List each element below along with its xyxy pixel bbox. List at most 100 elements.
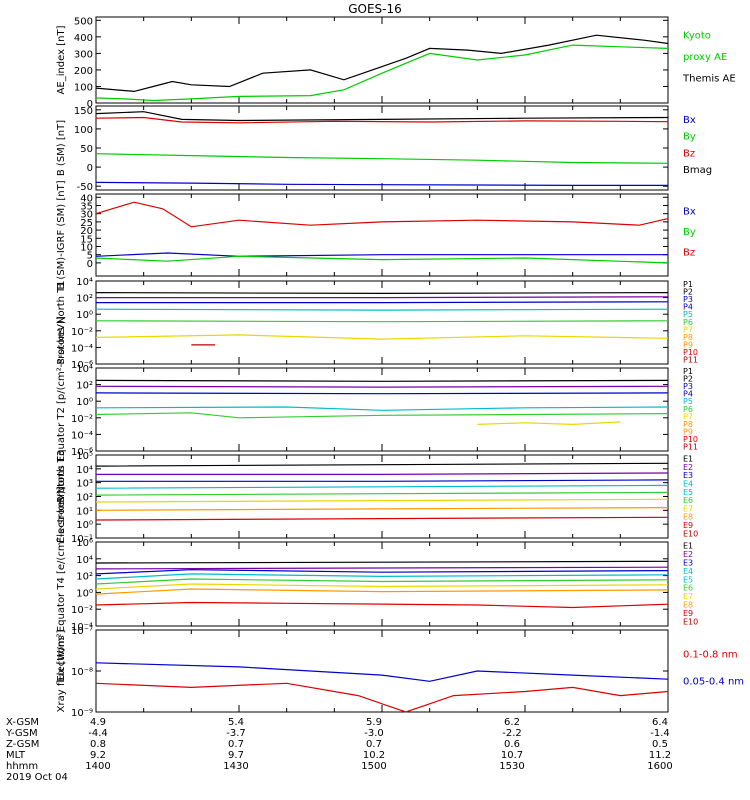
legend-entry: E4 <box>683 567 693 576</box>
y-tick-label: 10² <box>76 381 93 392</box>
time-axis-value: 5.4 <box>228 717 244 728</box>
legend-entry: P8 <box>683 420 693 429</box>
time-axis-value: -2.2 <box>502 728 522 739</box>
time-axis-value: 5.9 <box>366 717 382 728</box>
time-axis-value: -1.4 <box>650 728 670 739</box>
time-axis-value: 1530 <box>499 761 524 772</box>
y-tick-label: 10⁴ <box>76 465 93 476</box>
series-line-e2 <box>95 566 669 570</box>
series-line-0-05-0-4-nm <box>95 662 669 682</box>
panel-frame-3 <box>95 193 669 277</box>
series-line-e6 <box>95 498 669 503</box>
y-tick-label: 10⁻² <box>71 605 93 616</box>
series-line-e6 <box>95 583 669 590</box>
y-tick-label: 400 <box>74 33 93 44</box>
legend-entry: 0.05-0.4 nm <box>683 677 744 688</box>
series-line-p1 <box>95 292 669 294</box>
y-tick-label: 150 <box>74 106 93 117</box>
y-tick-label: 50 <box>80 144 93 155</box>
y-tick-label: 10⁻⁶ <box>71 447 93 458</box>
series-line-0-1-0-8-nm <box>95 682 669 713</box>
legend-entry: P2 <box>683 288 693 297</box>
series-line-p2 <box>96 296 669 299</box>
time-axis-row-label: X-GSM <box>6 717 39 728</box>
y-axis-label: Electrons North T3 <box>56 450 67 543</box>
series-line-p6 <box>95 412 669 419</box>
legend-entry: Bz <box>683 248 695 259</box>
y-tick-label: 10² <box>76 294 93 305</box>
series-line-bx <box>95 252 668 257</box>
series-line-e3 <box>95 569 669 575</box>
legend-entry: E4 <box>683 480 693 489</box>
legend-entry: By <box>683 227 696 238</box>
panel-frame-6 <box>95 454 669 539</box>
legend-entry: Bx <box>683 115 696 126</box>
time-axis-row-label: MLT <box>6 750 26 761</box>
legend-entry: P10 <box>683 435 698 444</box>
panel-frame-1 <box>95 16 669 104</box>
legend-entry: P5 <box>683 397 693 406</box>
series-line-p1 <box>95 379 669 382</box>
legend-entry: P6 <box>683 318 693 327</box>
y-tick-label: 10⁴ <box>76 555 93 566</box>
time-axis-value: -3.7 <box>226 728 246 739</box>
legend-entry: E7 <box>683 504 693 513</box>
time-axis-value: 0.7 <box>366 739 382 750</box>
panel-frame-2 <box>95 105 669 191</box>
y-tick-label: 10⁻² <box>71 327 93 338</box>
legend-entry: P10 <box>683 348 698 357</box>
legend-entry: P4 <box>683 390 693 399</box>
time-axis-value: 9.7 <box>228 750 244 761</box>
legend-entry: E6 <box>683 584 693 593</box>
y-tick-label: 200 <box>74 66 93 77</box>
time-axis-row-label: hhmm <box>6 761 38 772</box>
y-tick-label: 0 <box>87 99 93 110</box>
legend-entry: E8 <box>683 601 693 610</box>
series-line-bz <box>95 116 669 124</box>
series-line-p9 <box>477 421 621 426</box>
series-line-bmag <box>95 111 669 122</box>
time-axis-value: 10.2 <box>363 750 385 761</box>
y-tick-label: 10⁰ <box>76 310 93 321</box>
series-line-themis-ae <box>95 34 669 93</box>
y-tick-label: 10¹ <box>76 506 93 517</box>
legend-entry: P8 <box>683 333 693 342</box>
legend-entry: P2 <box>683 375 693 384</box>
series-line-p6 <box>95 320 669 323</box>
time-axis-value: 11.2 <box>649 750 671 761</box>
legend-entry: E9 <box>683 521 693 530</box>
legend-entry: E10 <box>683 529 698 538</box>
time-axis-value: 4.9 <box>90 717 106 728</box>
legend-entry: E10 <box>683 617 698 626</box>
y-tick-label: 10⁻⁴ <box>71 343 93 354</box>
series-line-p5 <box>95 308 669 311</box>
series-line-e9 <box>95 601 669 609</box>
series-line-p3 <box>95 392 669 395</box>
y-tick-label: 100 <box>74 125 93 136</box>
y-tick-label: 10⁻⁷ <box>71 626 93 637</box>
y-tick-label: 10⁻⁹ <box>71 708 93 719</box>
time-axis-value: 1500 <box>361 761 386 772</box>
series-line-e2 <box>96 472 669 475</box>
y-tick-label: 0 <box>87 163 93 174</box>
series-line-kyoto-proxy-ae <box>95 44 669 102</box>
legend-entry: Bz <box>683 148 695 159</box>
legend-entry: P9 <box>683 340 693 349</box>
y-tick-label: 10⁻¹ <box>71 534 93 545</box>
legend-entry: E1 <box>683 455 693 464</box>
series-line-e1 <box>95 462 669 467</box>
legend-entry: E7 <box>683 592 693 601</box>
y-tick-label: 15 <box>80 234 93 245</box>
y-axis-label: AE_index [nT] <box>56 25 67 94</box>
time-axis-value: -4.4 <box>88 728 108 739</box>
legend-entry: P11 <box>683 442 698 451</box>
y-tick-label: 500 <box>74 16 93 27</box>
series-line-e5 <box>95 578 669 585</box>
time-axis-value: 1400 <box>85 761 110 772</box>
legend-entry: Bx <box>683 207 696 218</box>
legend-entry: P3 <box>683 382 693 391</box>
legend-entry: E5 <box>683 575 693 584</box>
y-tick-label: 10⁰ <box>76 397 93 408</box>
y-axis-label: Protons North T1 <box>56 280 67 364</box>
y-tick-label: 10² <box>76 572 93 583</box>
